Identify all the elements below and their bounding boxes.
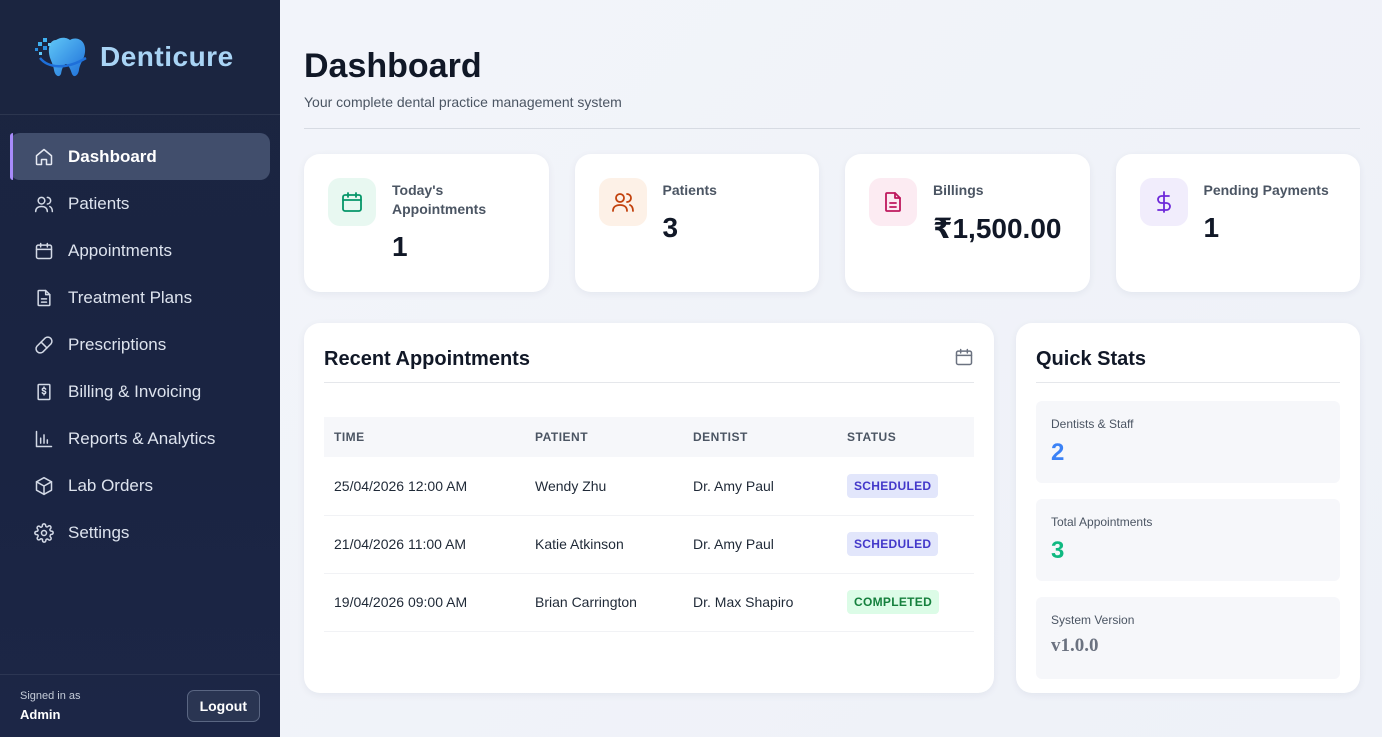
file-text-icon [869,178,917,226]
stat-total-appointments: Total Appointments 3 [1036,499,1340,581]
sidebar-item-reports[interactable]: Reports & Analytics [10,415,270,462]
tooth-logo-icon [35,37,87,77]
header-divider [304,128,1360,129]
sidebar-item-prescriptions[interactable]: Prescriptions [10,321,270,368]
status-badge: COMPLETED [847,590,940,614]
stat-value: 3 [1051,537,1065,564]
sidebar-item-label: Lab Orders [68,475,154,495]
page-subtitle: Your complete dental practice management… [304,94,622,110]
calendar-icon [328,178,376,226]
signed-in-footer: Signed in as Admin Logout [0,674,280,737]
sidebar-item-label: Reports & Analytics [68,428,216,448]
column-header-dentist: DENTIST [683,417,837,457]
card-value: ₹1,500.00 [933,213,1062,244]
sidebar-item-label: Dashboard [68,146,157,166]
column-header-status: STATUS [837,417,974,457]
sidebar-item-label: Billing & Invoicing [68,381,202,401]
panel-title: Quick Stats [1036,348,1147,370]
sidebar-item-settings[interactable]: Settings [10,509,270,556]
table-header-row: TIME PATIENT DENTIST STATUS [324,417,974,457]
brand[interactable]: Denticure [0,0,280,115]
sidebar: Denticure Dashboard Patients Appointment… [0,0,280,737]
cell-time: 25/04/2026 12:00 AM [324,457,525,516]
sidebar-nav: Dashboard Patients Appointments Treatmen… [0,115,280,556]
quick-stats-panel: Quick Stats Dentists & Staff 2 Total App… [1016,323,1360,693]
receipt-icon [34,382,54,402]
sidebar-item-label: Prescriptions [68,334,167,354]
column-header-patient: PATIENT [525,417,683,457]
card-todays-appointments[interactable]: Today's Appointments 1 [304,154,549,292]
card-value: 3 [662,212,679,243]
sidebar-item-label: Appointments [68,240,172,260]
calendar-icon[interactable] [954,347,974,372]
gear-icon [34,522,54,543]
stat-system-version: System Version v1.0.0 [1036,597,1340,679]
cell-dentist: Dr. Amy Paul [683,457,837,516]
brand-name: Denticure [100,41,234,72]
cell-patient: Wendy Zhu [525,457,683,516]
cell-dentist: Dr. Max Shapiro [683,573,837,632]
table-row[interactable]: 25/04/2026 12:00 AM Wendy Zhu Dr. Amy Pa… [324,457,974,516]
signed-in-label: Signed in as [20,690,81,702]
sidebar-item-label: Settings [68,522,130,542]
appointments-table: TIME PATIENT DENTIST STATUS 25/04/2026 1… [324,417,974,632]
summary-cards: Today's Appointments 1 Patients 3 Billin… [304,154,1360,292]
table-row[interactable]: 19/04/2026 09:00 AM Brian Carrington Dr.… [324,573,974,632]
card-value: 1 [392,231,408,262]
stat-dentists-staff: Dentists & Staff 2 [1036,401,1340,483]
card-label: Today's Appointments [392,182,487,217]
card-pending-payments[interactable]: Pending Payments 1 [1115,154,1360,292]
cell-status: COMPLETED [837,573,974,632]
sidebar-item-billing[interactable]: Billing & Invoicing [10,368,270,415]
card-label: Billings [933,182,984,198]
sidebar-item-treatment-plans[interactable]: Treatment Plans [10,274,270,321]
sidebar-item-appointments[interactable]: Appointments [10,227,270,274]
sidebar-item-label: Treatment Plans [68,287,193,307]
card-patients[interactable]: Patients 3 [574,154,819,292]
stat-label: Dentists & Staff [1051,417,1134,431]
panel-title: Recent Appointments [324,348,530,370]
cell-time: 21/04/2026 11:00 AM [324,515,525,574]
lower-row: Recent Appointments TIME PATIENT DENTIST… [304,323,1360,693]
status-badge: SCHEDULED [847,532,939,556]
cell-status: SCHEDULED [837,515,974,574]
card-value: 1 [1203,212,1220,243]
sidebar-item-patients[interactable]: Patients [10,180,270,227]
recent-appointments-panel: Recent Appointments TIME PATIENT DENTIST… [304,323,994,693]
cell-dentist: Dr. Amy Paul [683,515,837,574]
stat-label: Total Appointments [1051,515,1153,529]
signed-in-info: Signed in as Admin [20,690,81,722]
card-billings[interactable]: Billings ₹1,500.00 [845,154,1090,292]
logout-button[interactable]: Logout [186,690,260,722]
card-label: Patients [662,182,717,198]
main-content: Dashboard Your complete dental practice … [304,0,1360,693]
cell-patient: Katie Atkinson [525,515,683,574]
sidebar-item-label: Patients [68,193,130,213]
card-label: Pending Payments [1203,182,1329,198]
stat-label: System Version [1051,613,1135,627]
stat-value: v1.0.0 [1051,635,1099,656]
status-badge: SCHEDULED [847,473,939,498]
users-icon [34,194,54,214]
users-icon [598,178,647,226]
file-text-icon [34,288,54,308]
home-icon [34,147,54,167]
stat-value: 2 [1051,439,1065,466]
signed-in-user: Admin [20,707,61,722]
panel-header: Recent Appointments [324,343,974,383]
page-title: Dashboard [304,47,482,85]
calendar-icon [34,241,54,261]
cell-status: SCHEDULED [837,457,974,516]
bar-chart-icon [34,429,54,449]
column-header-time: TIME [324,417,525,457]
panel-header: Quick Stats [1036,343,1340,383]
pill-icon [34,335,54,355]
box-icon [34,476,54,496]
table-row[interactable]: 21/04/2026 11:00 AM Katie Atkinson Dr. A… [324,515,974,574]
dollar-icon [1139,178,1188,226]
sidebar-item-dashboard[interactable]: Dashboard [10,133,270,180]
sidebar-item-lab-orders[interactable]: Lab Orders [10,462,270,509]
cell-patient: Brian Carrington [525,573,683,632]
cell-time: 19/04/2026 09:00 AM [324,573,525,632]
